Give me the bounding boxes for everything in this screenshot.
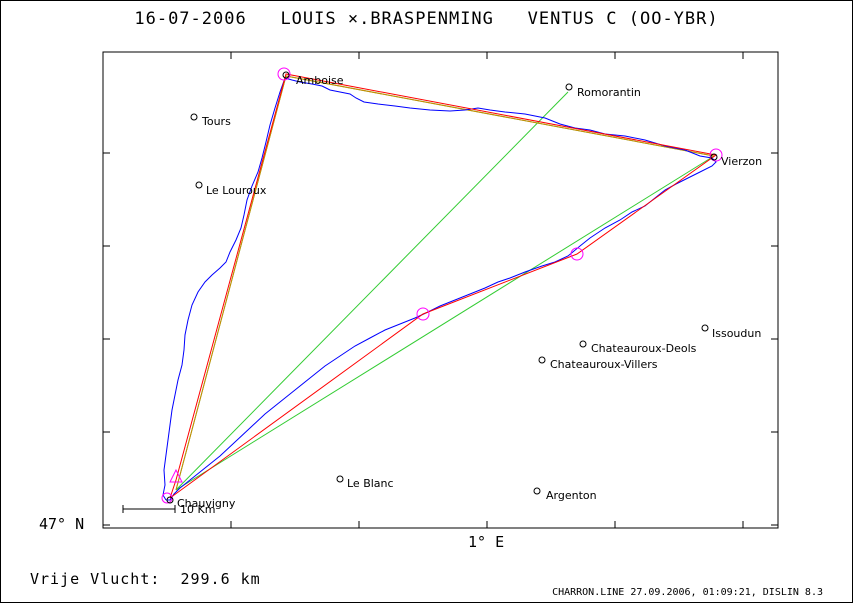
task-leg (175, 155, 715, 491)
gps-track (162, 77, 717, 501)
place-label-tours: Tours (201, 115, 231, 128)
page-title: 16-07-2006 LOUIS ×.BRASPENMING VENTUS C … (0, 9, 853, 29)
flight-date: 16-07-2006 (134, 9, 247, 29)
turnpoint-markers (161, 67, 723, 504)
place-dot-romorantin (565, 83, 573, 91)
place-dot-vierzon (710, 153, 718, 161)
place-label-chateauroux-villers: Chateauroux-Villers (550, 358, 658, 371)
turnpoint-marker (277, 67, 291, 81)
place-dot-le-louroux (195, 181, 203, 189)
task-leg (175, 91, 569, 491)
place-dot-issoudun (701, 324, 709, 332)
place-label-argenton: Argenton (546, 489, 597, 502)
turnpoint-marker (709, 148, 723, 162)
place-dots (166, 71, 718, 504)
place-label-issoudun: Issoudun (712, 327, 761, 340)
lat-axis-label: 47° N (39, 515, 85, 533)
place-dot-tours (190, 113, 198, 121)
place-label-le-blanc: Le Blanc (347, 477, 394, 490)
place-dot-argenton (533, 487, 541, 495)
place-label-vierzon: Vierzon (721, 155, 762, 168)
pilot-name: LOUIS ×.BRASPENMING (280, 9, 494, 29)
glider-name: VENTUS C (OO-YBR) (527, 9, 719, 29)
place-label-amboise: Amboise (296, 74, 344, 87)
orange-leg (175, 75, 715, 491)
scale-label: 10 Km (180, 503, 215, 516)
place-dot-chauvigny (166, 496, 174, 504)
map-border (102, 51, 779, 529)
axis-ticks (103, 52, 778, 528)
distance-summary: Vrije Vlucht: 299.6 km (30, 570, 261, 588)
turnpoint-marker (416, 307, 430, 321)
lon-axis-label: 1° E (468, 533, 505, 551)
place-label-le-louroux: Le Louroux (206, 184, 267, 197)
turnpoint-marker (570, 247, 584, 261)
place-label-chauvigny: Chauvigny (177, 497, 236, 510)
place-dot-chateauroux-deols (579, 340, 587, 348)
place-dot-chateauroux-villers (538, 356, 546, 364)
place-dot-amboise (282, 71, 290, 79)
place-label-chateauroux-deols: Chateauroux-Deols (591, 342, 697, 355)
scale-bar (122, 505, 176, 513)
render-credit: CHARRON.LINE 27.09.2006, 01:09:21, DISLI… (552, 587, 823, 598)
start-marker (169, 468, 183, 483)
place-label-romorantin: Romorantin (577, 86, 641, 99)
place-dot-le-blanc (336, 475, 344, 483)
